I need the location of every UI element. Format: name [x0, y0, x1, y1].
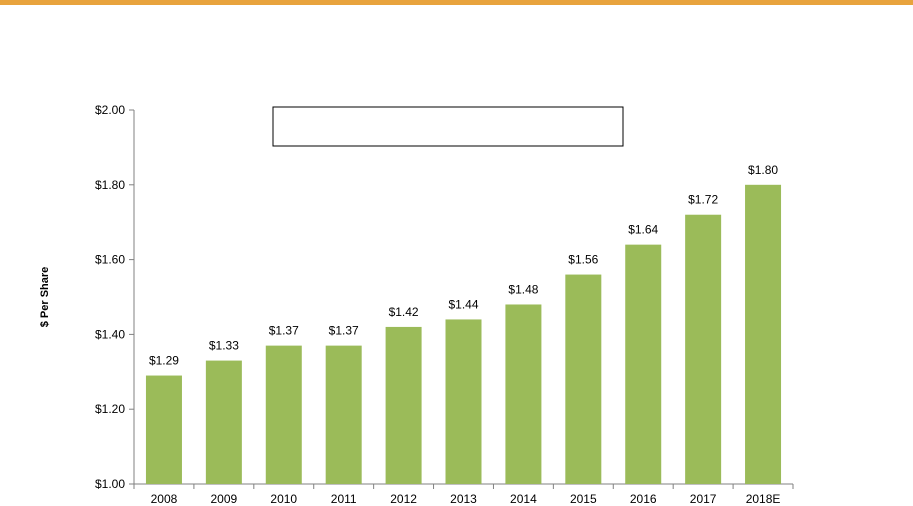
bar: [625, 244, 662, 484]
bar: [445, 319, 482, 484]
x-tick-label: 2008: [151, 492, 178, 506]
y-axis-label: $ Per Share: [39, 267, 51, 328]
x-tick-label: 2015: [570, 492, 597, 506]
bar: [145, 375, 182, 484]
y-axis: $1.00 $1.20 $1.40 $1.60 $1.80 $2.00: [95, 103, 135, 491]
data-label: $1.29: [149, 354, 179, 368]
data-label: $1.72: [688, 193, 718, 207]
bar: [745, 184, 782, 485]
x-tick-label: 2013: [450, 492, 477, 506]
bar: [385, 326, 422, 484]
y-tick-label: $1.40: [95, 327, 125, 341]
data-label: $1.44: [448, 297, 478, 311]
data-label: $1.37: [269, 324, 299, 338]
data-label: $1.33: [209, 339, 239, 353]
x-tick-label: 2010: [270, 492, 297, 506]
y-tick-label: $1.60: [95, 253, 125, 267]
y-tick-label: $2.00: [95, 103, 125, 117]
bar: [505, 304, 542, 484]
x-axis: 2008 2009 2010 2011 2012 2013 2014 2015 2016 2017…: [133, 483, 794, 506]
x-tick-label: 2018E: [746, 492, 781, 506]
y-tick-label: $1.80: [95, 178, 125, 192]
annotation-box: [272, 106, 624, 147]
data-label: $1.48: [508, 282, 538, 296]
data-label: $1.56: [568, 253, 598, 267]
data-label: $1.80: [748, 163, 778, 177]
x-tick-label: 2009: [211, 492, 238, 506]
y-tick-label: $1.00: [95, 477, 125, 491]
x-tick-label: 2016: [630, 492, 657, 506]
bar: [685, 214, 722, 484]
data-label: $1.42: [389, 305, 419, 319]
x-tick-label: 2014: [510, 492, 537, 506]
bar: [565, 274, 602, 484]
x-tick-label: 2017: [690, 492, 717, 506]
y-tick-label: $1.20: [95, 402, 125, 416]
x-tick-label: 2012: [390, 492, 417, 506]
bar: [325, 345, 362, 484]
x-tick-label: 2011: [331, 492, 357, 506]
data-label: $1.64: [628, 223, 658, 237]
bar: [265, 345, 302, 484]
bars: [145, 184, 782, 485]
data-label: $1.37: [329, 324, 359, 338]
data-labels: $1.29 $1.33 $1.37 $1.37 $1.42 $1.44 $1.48 $1.56…: [149, 163, 778, 368]
top-accent-rule: [0, 0, 913, 5]
bar: [205, 360, 242, 484]
